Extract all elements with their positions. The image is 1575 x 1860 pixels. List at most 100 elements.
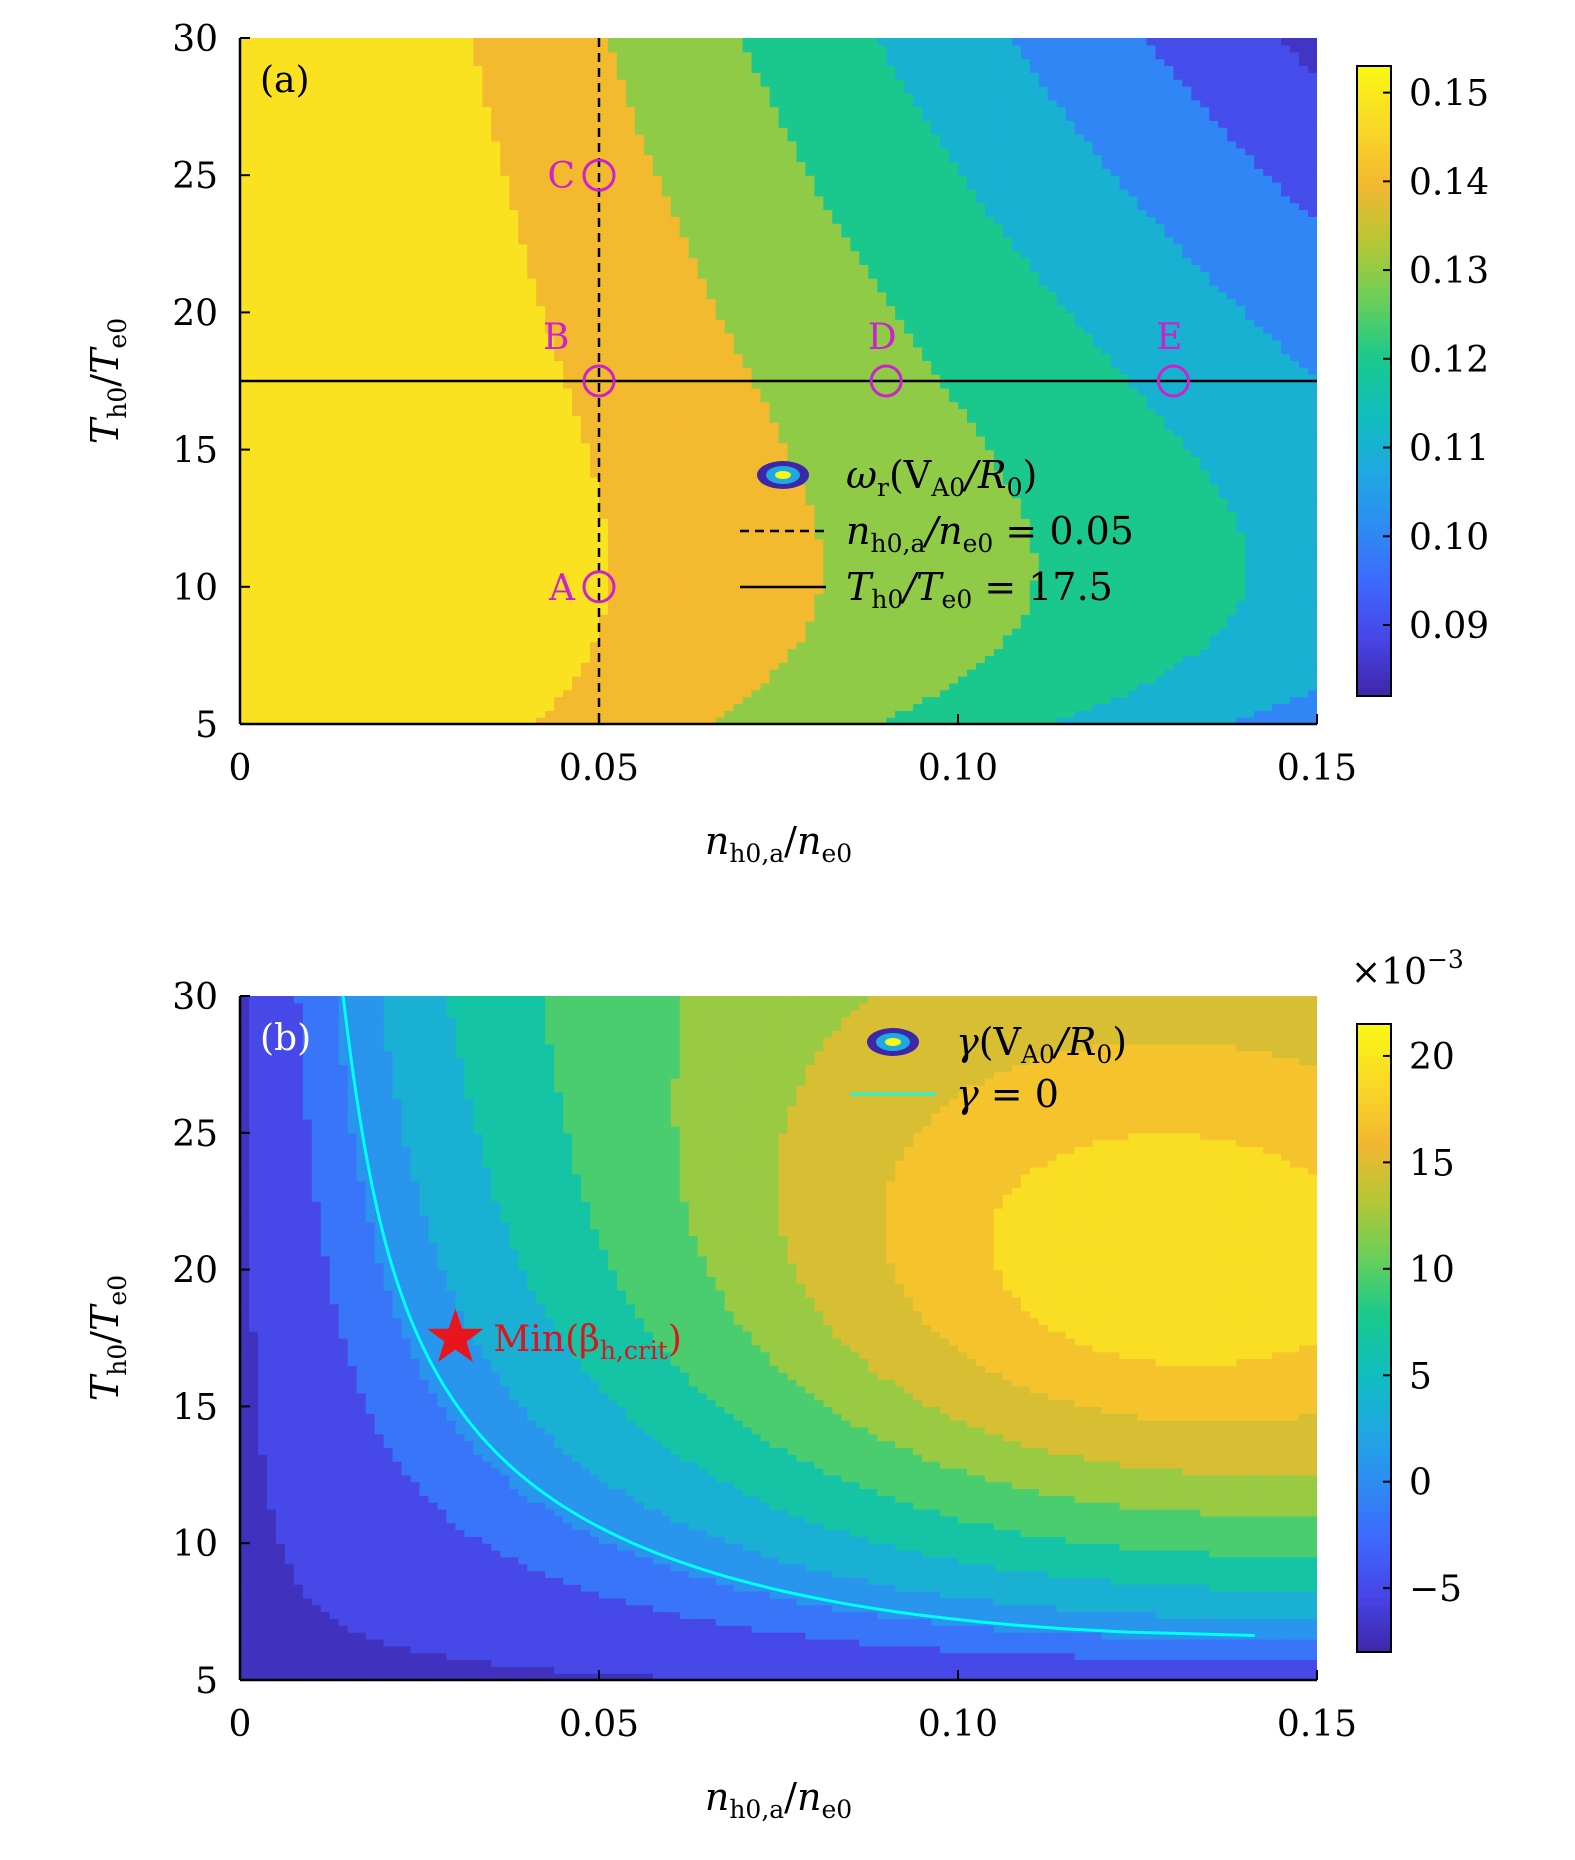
contour-cell [616,696,627,705]
contour-cell [419,326,430,334]
contour-cell [509,298,519,307]
contour-cell [284,216,295,224]
contour-cell [419,477,430,485]
contour-cell [392,387,403,396]
contour-cell [643,477,654,485]
contour-cell [670,394,681,403]
contour-cell [320,662,331,670]
contour-cell [572,648,582,656]
contour-cell [329,682,340,691]
contour-cell [581,346,591,355]
contour-cell [248,298,259,307]
contour-cell [248,134,259,142]
contour-cell [527,408,537,416]
contour-cell [311,641,322,650]
contour-cell [661,312,672,320]
contour-cell [679,243,690,252]
contour-cell [545,79,555,87]
contour-cell [446,477,456,485]
contour-cell [302,154,313,163]
contour-cell [527,339,537,348]
contour-cell [679,106,690,115]
contour-cell [248,607,259,615]
contour-cell [266,120,277,128]
contour-cell [572,675,582,684]
contour-cell [473,236,483,245]
contour-cell [482,456,492,464]
contour-cell [428,531,439,540]
contour-cell [581,72,591,80]
contour-cell [257,573,268,581]
contour-cell [302,134,313,142]
contour-cell [329,600,340,608]
contour-cell [311,264,322,272]
contour-cell [240,264,250,272]
contour-cell [473,525,483,533]
contour-cell [401,106,412,115]
contour-cell [455,127,465,135]
contour-cell [643,257,654,265]
contour-cell [365,195,376,204]
contour-cell [679,662,690,670]
contour-cell [473,627,483,636]
contour-cell [374,696,385,705]
contour-cell [518,264,528,272]
contour-cell [365,44,376,53]
contour-cell [284,422,295,430]
contour-cell [437,470,448,478]
contour-cell [482,538,492,547]
contour-cell [248,236,259,245]
contour-cell [464,230,474,238]
contour-cell [634,353,645,362]
contour-cell [482,44,492,53]
contour-cell [248,552,259,560]
contour-cell [491,332,501,341]
contour-cell [257,65,268,73]
contour-cell [383,710,394,718]
contour-cell [410,86,421,94]
contour-cell [383,243,394,252]
contour-cell [491,326,501,334]
contour-cell [410,236,421,245]
contour-cell [374,202,385,211]
contour-cell [248,497,259,506]
contour-cell [248,566,259,574]
contour-cell [311,332,322,341]
contour-cell [311,236,322,245]
contour-cell [482,552,492,560]
contour-cell [446,483,456,492]
contour-cell [527,58,537,67]
contour-cell [590,531,600,540]
contour-cell [581,99,591,108]
contour-cell [464,346,474,355]
contour-cell [518,586,528,595]
contour-cell [257,51,268,60]
contour-cell [464,559,474,567]
contour-cell [625,339,636,348]
contour-cell [634,607,645,615]
contour-cell [491,230,501,238]
contour-cell [509,518,519,526]
contour-cell [670,538,681,547]
contour-cell [500,216,510,224]
contour-cell [428,339,439,348]
contour-cell [302,120,313,128]
contour-cell [554,435,564,444]
contour-cell [374,381,385,389]
contour-cell [581,559,591,567]
contour-cell [536,284,546,293]
contour-cell [616,545,627,554]
contour-cell [599,305,609,313]
contour-cell [482,401,492,410]
contour-cell [661,140,672,149]
contour-cell [365,168,376,176]
contour-cell [338,381,349,389]
contour-cell [338,65,349,73]
contour-cell [275,99,286,108]
contour-cell [616,401,627,410]
contour-cell [518,154,528,163]
contour-cell [437,243,448,252]
contour-cell [392,477,403,485]
contour-cell [240,291,250,300]
contour-cell [455,614,465,622]
